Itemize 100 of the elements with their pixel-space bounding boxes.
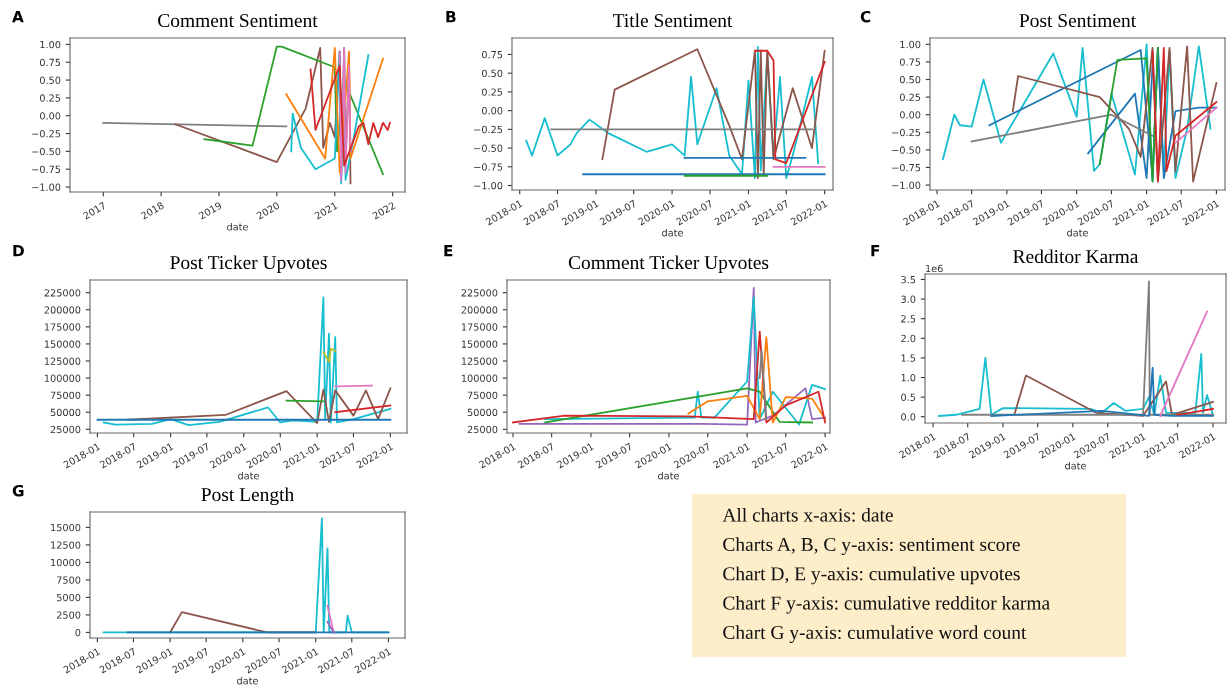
- y-tick-label: −0.75: [474, 163, 503, 171]
- y-tick-label: 2500: [56, 611, 81, 619]
- y-tick-label: 25000: [50, 425, 81, 434]
- y-tick-label: 12500: [51, 541, 81, 549]
- line-series: [687, 336, 826, 424]
- y-tick-label: −0.75: [892, 163, 921, 172]
- x-axis-title: date: [658, 471, 679, 480]
- y-tick-label: 0.00: [39, 112, 61, 120]
- x-axis-title: date: [1067, 228, 1088, 237]
- y-tick-label: 0.75: [39, 58, 61, 67]
- y-tick-label: 1.00: [40, 40, 61, 49]
- text: Chart D, E y-axis: cumulative upvotes: [723, 566, 1020, 585]
- line-series: [1098, 46, 1159, 183]
- y-tick-label: 50000: [467, 408, 498, 417]
- y-tick-label: 125000: [44, 357, 81, 365]
- y-tick-label: 175000: [44, 323, 81, 331]
- y-tick-label: 100000: [44, 374, 81, 382]
- text: C: [860, 10, 871, 23]
- y-tick-label: 15000: [51, 523, 81, 532]
- line-series: [203, 45, 384, 176]
- chart-title: Post Sentiment: [1019, 14, 1136, 28]
- text: 1e6: [926, 264, 943, 273]
- text: E: [444, 245, 453, 257]
- text: Chart F y-axis: cumulative redditor karma: [723, 596, 1050, 614]
- x-axis-title: date: [227, 222, 248, 231]
- y-tick-label: 7500: [57, 576, 81, 584]
- y-tick-label: 0.75: [481, 50, 503, 59]
- line-series: [322, 347, 337, 363]
- chart-title: Comment Sentiment: [158, 14, 318, 28]
- line-series: [990, 366, 1214, 417]
- y-tick-label: 10000: [51, 558, 81, 567]
- text: All charts x-axis: date: [722, 508, 893, 522]
- x-axis-title: date: [237, 676, 258, 685]
- x-axis-title: date: [1065, 461, 1086, 470]
- text: B: [446, 11, 456, 23]
- y-tick-label: 75000: [467, 391, 498, 399]
- y-tick-label: 125000: [461, 357, 498, 365]
- y-tick-label: 0.75: [899, 58, 921, 66]
- y-tick-label: −0.75: [32, 165, 61, 174]
- y-tick-label: −0.50: [474, 144, 503, 152]
- text: A: [12, 11, 24, 23]
- line-series: [754, 49, 826, 164]
- line-series: [338, 47, 352, 181]
- y-tick-label: 1.5: [901, 354, 916, 362]
- y-tick-label: 1.0: [901, 373, 916, 382]
- y-tick-label: 225000: [461, 289, 498, 297]
- y-tick-label: 225000: [44, 289, 81, 297]
- line-series: [1013, 374, 1214, 417]
- y-tick-label: −0.25: [32, 130, 61, 138]
- line-series: [1151, 46, 1218, 183]
- y-tick-label: 0.25: [481, 88, 503, 96]
- y-tick-label: 0.00: [481, 107, 503, 115]
- y-tick-label: 1.00: [900, 40, 921, 49]
- y-tick-label: 3.5: [901, 275, 916, 284]
- y-tick-label: −1.00: [892, 181, 921, 189]
- y-tick-label: 150000: [461, 340, 498, 348]
- y-tick-label: 150000: [44, 340, 81, 348]
- y-tick-label: 175000: [461, 323, 498, 331]
- chart-title: Post Length: [201, 487, 294, 506]
- y-tick-label: 0.25: [39, 94, 61, 102]
- y-tick-label: 5000: [56, 593, 81, 602]
- y-tick-label: −0.50: [892, 146, 921, 154]
- line-series: [102, 296, 392, 427]
- y-tick-label: 0.5: [901, 393, 916, 401]
- y-tick-label: 75000: [50, 391, 81, 399]
- chart-title: Redditor Karma: [1013, 249, 1139, 264]
- y-tick-label: −1.00: [474, 181, 503, 190]
- chart-title: Comment Ticker Upvotes: [568, 255, 769, 274]
- y-tick-label: −0.25: [892, 128, 921, 137]
- y-tick-label: 100000: [461, 374, 498, 382]
- text: Charts A, B, C y-axis: sentiment score: [723, 537, 1020, 555]
- y-tick-label: 3.0: [901, 295, 916, 303]
- y-tick-label: −0.50: [32, 147, 61, 156]
- x-axis-title: date: [662, 228, 683, 237]
- line-series: [601, 48, 826, 179]
- y-tick-label: 2.0: [901, 334, 916, 343]
- y-tick-label: −1.00: [32, 183, 61, 191]
- x-axis-title: date: [238, 471, 259, 480]
- y-tick-label: 0.0: [901, 413, 916, 421]
- y-tick-label: −0.25: [474, 125, 503, 134]
- y-tick-label: 25000: [467, 425, 498, 434]
- text: F: [871, 245, 880, 257]
- y-tick-label: 200000: [44, 306, 81, 314]
- y-tick-label: 0.00: [899, 111, 921, 119]
- line-series: [309, 64, 391, 167]
- chart-title: Post Ticker Upvotes: [170, 255, 327, 274]
- y-tick-label: 50000: [50, 408, 81, 417]
- y-tick-label: 0.25: [899, 93, 921, 101]
- y-tick-label: 200000: [461, 306, 498, 314]
- y-tick-label: 0.50: [39, 76, 61, 84]
- y-tick-label: 0: [75, 628, 81, 637]
- line-series: [938, 353, 1214, 417]
- line-series: [544, 387, 813, 424]
- y-tick-label: 0.50: [481, 69, 503, 78]
- y-tick-label: 0.50: [899, 76, 921, 84]
- text: G: [12, 484, 24, 497]
- text: Chart G y-axis: cumulative word count: [723, 625, 1027, 644]
- line-series: [525, 46, 820, 179]
- text: D: [13, 245, 24, 257]
- chart-title: Title Sentiment: [612, 13, 733, 28]
